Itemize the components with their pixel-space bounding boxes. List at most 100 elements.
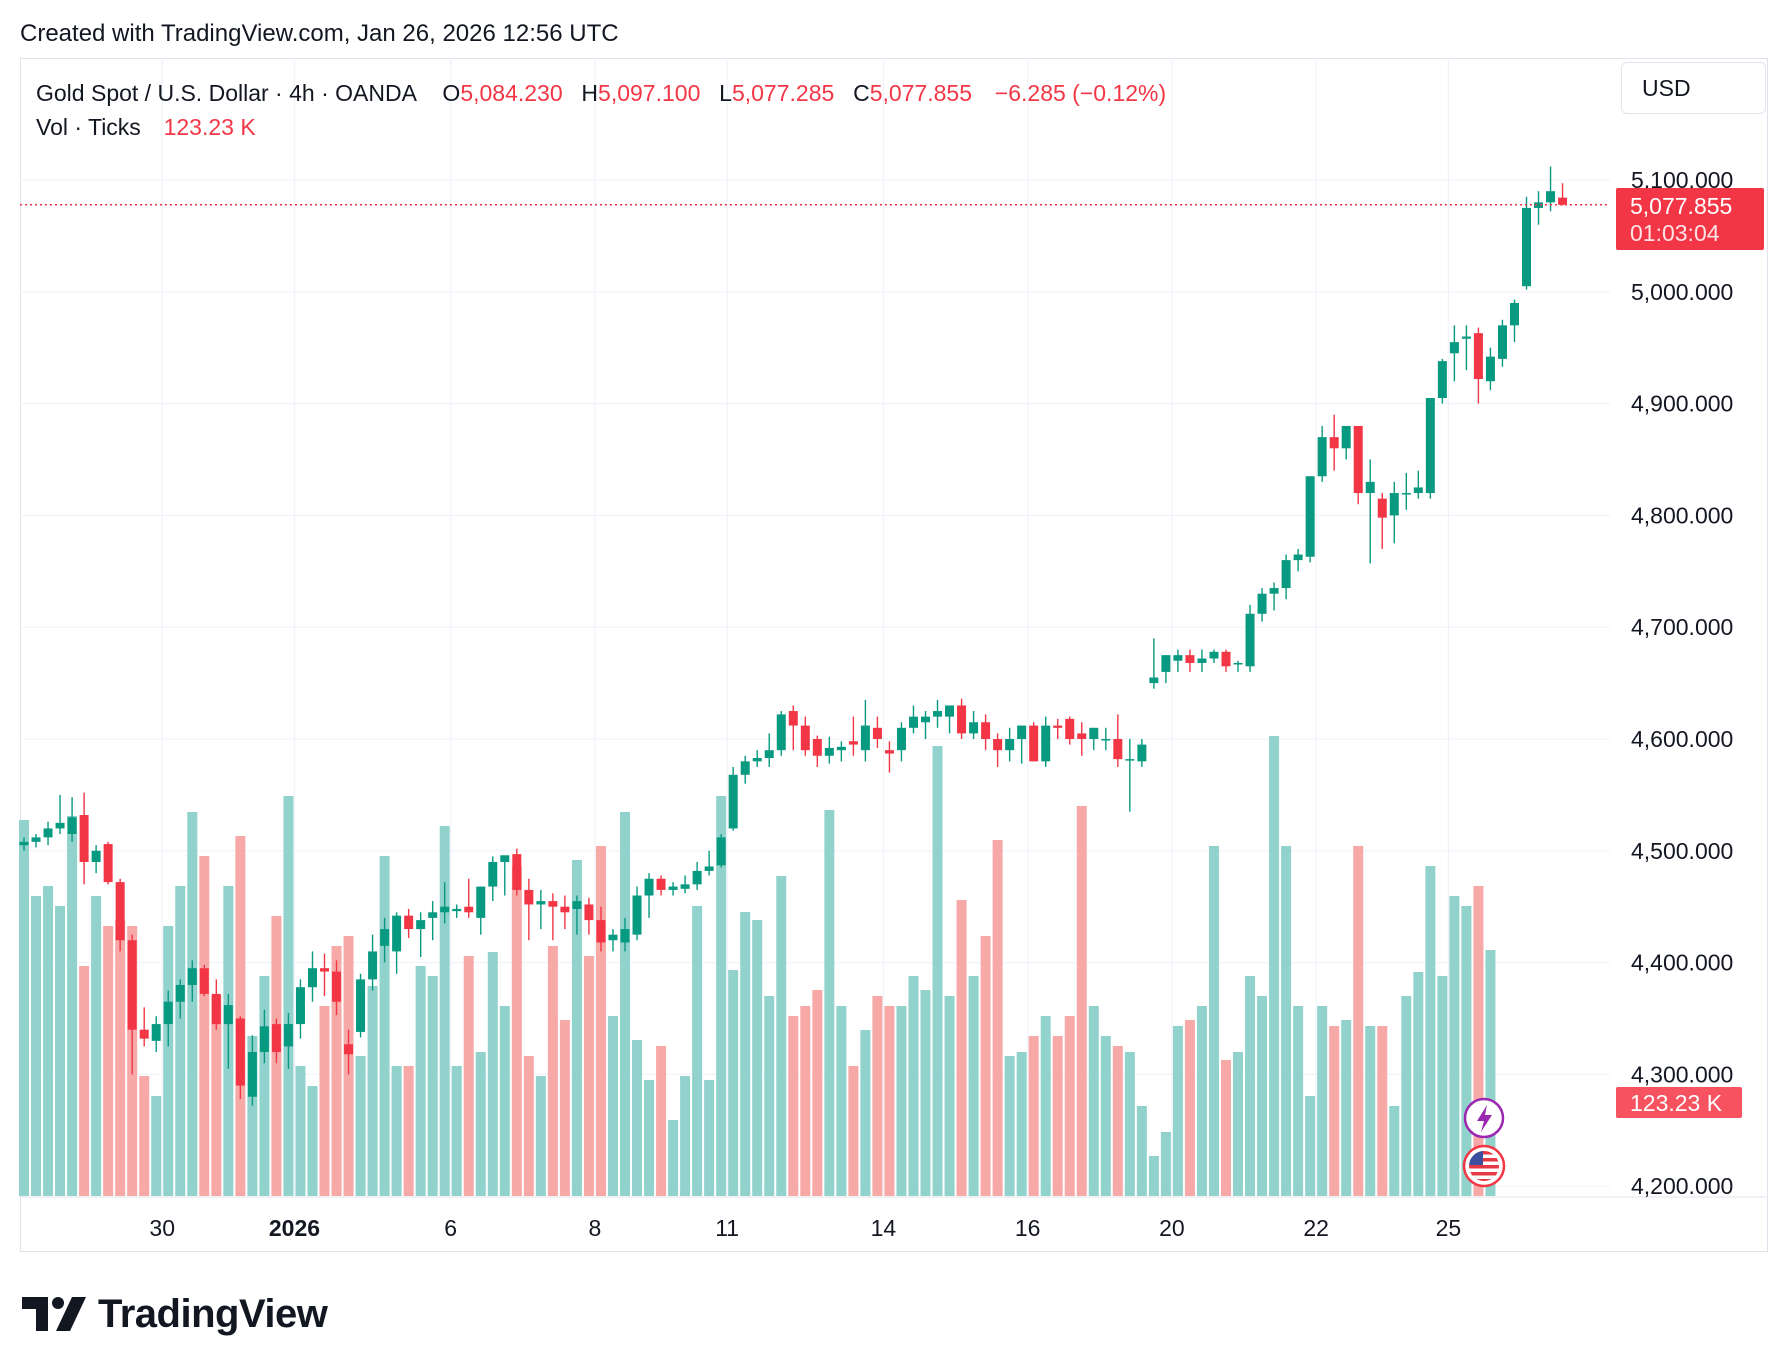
volume-bar	[740, 912, 751, 1196]
high-label: H	[581, 80, 599, 106]
volume-bar	[1136, 1106, 1147, 1196]
last-price-tag: 5,077.855 01:03:04	[1616, 188, 1764, 250]
lightning-event-icon[interactable]	[1463, 1097, 1505, 1139]
candle-body	[1473, 333, 1483, 380]
volume-bar	[463, 956, 474, 1196]
volume-tag-bg	[1616, 1087, 1742, 1118]
volume-bar	[1365, 1026, 1376, 1196]
candle-body	[584, 904, 594, 921]
volume-bar	[559, 1020, 570, 1196]
time-tick-label: 25	[1436, 1215, 1462, 1241]
volume-bar	[115, 920, 126, 1196]
candle-body	[1437, 361, 1447, 399]
volume-bar	[704, 1080, 715, 1196]
volume-bar	[1461, 906, 1472, 1196]
candle-body	[632, 895, 642, 935]
volume-bar	[523, 1056, 534, 1196]
candle-body	[1209, 651, 1219, 659]
volume-bar	[259, 976, 270, 1196]
candle-body	[55, 822, 65, 829]
us-flag-event-icon[interactable]	[1462, 1144, 1506, 1188]
candle-body	[572, 901, 582, 909]
volume-bar	[860, 1030, 871, 1196]
volume-bar	[175, 886, 186, 1196]
candle-body	[19, 841, 29, 846]
price-tick-label: 4,700.000	[1631, 614, 1733, 640]
volume-tag-value: 123.23 K	[1630, 1090, 1723, 1116]
candle-body	[295, 987, 305, 1025]
volume-bar	[187, 812, 198, 1196]
candle-body	[320, 968, 329, 972]
candle-body	[608, 934, 618, 941]
price-axis: 5,100.0005,000.0004,900.0004,800.0004,70…	[1631, 167, 1733, 1199]
candle-body	[969, 722, 979, 734]
candle-body	[1113, 739, 1123, 760]
candle-body	[668, 886, 678, 890]
candle-body	[187, 968, 197, 985]
candle-body	[1257, 593, 1267, 614]
volume-bar	[235, 836, 246, 1196]
volume-bar	[1389, 1106, 1400, 1196]
volume-bar	[139, 1076, 150, 1196]
tradingview-brand[interactable]: TradingView	[22, 1290, 328, 1338]
volume-bar	[812, 990, 823, 1196]
symbol-description[interactable]: Gold Spot / U.S. Dollar · 4h · OANDA	[36, 80, 416, 106]
volume-bar	[379, 856, 390, 1196]
candle-body	[981, 722, 991, 739]
volume-bar	[1004, 1056, 1015, 1196]
candle-body	[716, 837, 726, 866]
volume-bar	[151, 1096, 162, 1196]
volume-bar	[499, 1006, 510, 1196]
candle-body	[1065, 718, 1075, 739]
volume-bar	[367, 986, 378, 1196]
volume-bar	[199, 856, 210, 1196]
volume-bar	[1341, 1020, 1352, 1196]
volume-bar	[391, 1066, 402, 1196]
candle-body	[1221, 651, 1231, 667]
candle-body	[1365, 481, 1375, 494]
candle-body	[163, 1001, 173, 1025]
candle-body	[175, 984, 185, 1002]
candle-body	[1497, 325, 1507, 359]
candle-body	[1413, 487, 1423, 494]
candle-body	[548, 901, 558, 907]
time-tick-label: 11	[715, 1215, 739, 1241]
volume-bar	[848, 1066, 859, 1196]
volume-bar	[511, 866, 522, 1196]
candle-body	[1161, 655, 1171, 672]
candle-body	[1377, 498, 1387, 518]
volume-bar	[920, 990, 931, 1196]
volume-bar	[595, 846, 606, 1196]
candle-body	[1509, 302, 1519, 326]
currency-button[interactable]: USD	[1621, 62, 1766, 114]
volume-bar	[163, 926, 174, 1196]
candle-body	[524, 889, 534, 905]
candle-body	[404, 915, 414, 930]
candle-body	[1317, 437, 1327, 477]
candle-body	[908, 716, 918, 728]
volume-bar	[1245, 976, 1256, 1196]
candle-body	[1137, 744, 1147, 762]
candle-body	[1269, 588, 1279, 594]
time-tick-label: 8	[589, 1215, 602, 1241]
volume-bar	[67, 816, 78, 1196]
volume-bar	[656, 1046, 667, 1196]
candle-body	[812, 739, 822, 756]
volume-bar	[1016, 1052, 1027, 1196]
volume-bar	[1377, 1026, 1388, 1196]
candle-body	[728, 774, 738, 829]
candle-body	[692, 870, 702, 885]
volume-bar	[1485, 950, 1496, 1196]
volume-bar	[547, 946, 558, 1196]
volume-bar	[427, 976, 438, 1196]
candle-body	[464, 906, 474, 913]
volume-label[interactable]: Vol · Ticks	[36, 114, 141, 140]
candle-body	[512, 854, 522, 890]
volume-bar	[872, 996, 883, 1196]
volume-bar	[1076, 806, 1087, 1196]
volume-bars	[19, 736, 1496, 1196]
volume-bar	[331, 946, 342, 1196]
candle-body	[1245, 613, 1255, 667]
tradingview-logo-icon	[22, 1297, 86, 1331]
